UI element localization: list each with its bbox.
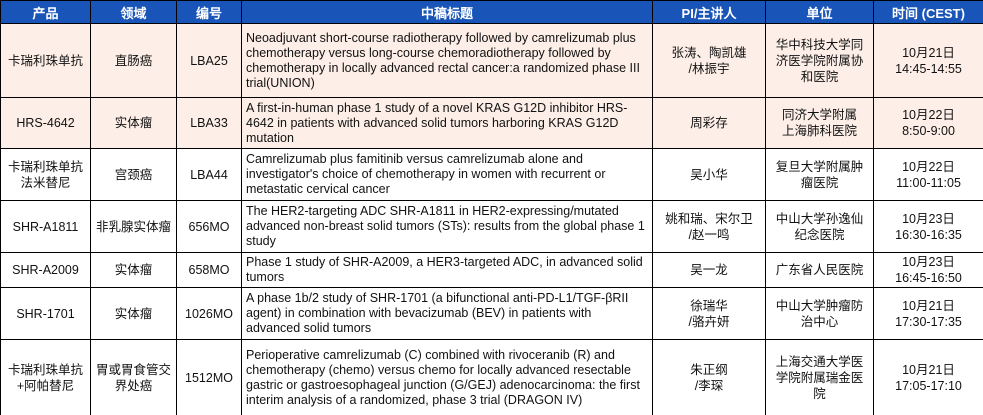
table-row: 卡瑞利珠单抗 +阿帕替尼 胃或胃食管交 界处癌 1512MO Periopera… [0, 339, 983, 415]
cell-time: 10月23日 16:30-16:35 [873, 200, 983, 253]
cell-time: 10月21日 14:45-14:55 [873, 23, 983, 98]
cell-code: 1026MO [176, 287, 242, 340]
cell-field: 非乳腺实体瘤 [90, 200, 177, 253]
cell-field: 胃或胃食管交 界处癌 [90, 339, 177, 415]
cell-pi: 吴小华 [652, 148, 766, 201]
cell-time: 10月22日 8:50-9:00 [873, 97, 983, 149]
cell-time: 10月21日 17:05-17:10 [873, 339, 983, 415]
cell-pi: 姚和瑞、宋尔卫 /赵一鸣 [652, 200, 766, 253]
cell-title: Camrelizumab plus famitinib versus camre… [241, 148, 653, 201]
cell-code: 656MO [176, 200, 242, 253]
cell-org: 中山大学孙逸仙 纪念医院 [765, 200, 874, 253]
cell-pi: 张涛、陶凯雄 /林振宇 [652, 23, 766, 98]
cell-product: SHR-A2009 [0, 252, 91, 288]
cell-org: 中山大学肿瘤防 治中心 [765, 287, 874, 340]
table-row: SHR-A1811 非乳腺实体瘤 656MO The HER2-targetin… [0, 200, 983, 253]
cell-product: 卡瑞利珠单抗 [0, 23, 91, 98]
cell-org: 上海交通大学医 学院附属瑞金医 院 [765, 339, 874, 415]
cell-product: 卡瑞利珠单抗 +阿帕替尼 [0, 339, 91, 415]
table-row: 卡瑞利珠单抗 直肠癌 LBA25 Neoadjuvant short-cours… [0, 23, 983, 98]
cell-field: 实体瘤 [90, 97, 177, 149]
cell-code: 658MO [176, 252, 242, 288]
cell-time: 10月22日 11:00-11:05 [873, 148, 983, 201]
cell-title: A phase 1b/2 study of SHR-1701 (a bifunc… [241, 287, 653, 340]
cell-org: 广东省人民医院 [765, 252, 874, 288]
table-row: 卡瑞利珠单抗 法米替尼 宫颈癌 LBA44 Camrelizumab plus … [0, 148, 983, 201]
cell-product: SHR-1701 [0, 287, 91, 340]
column-header-field: 领域 [90, 0, 177, 24]
cell-org: 华中科技大学同 济医学院附属协 和医院 [765, 23, 874, 98]
cell-org: 同济大学附属 上海肺科医院 [765, 97, 874, 149]
cell-title: Neoadjuvant short-course radiotherapy fo… [241, 23, 653, 98]
cell-title: Perioperative camrelizumab (C) combined … [241, 339, 653, 415]
column-header-time: 时间 (CEST) [873, 0, 983, 24]
cell-product: 卡瑞利珠单抗 法米替尼 [0, 148, 91, 201]
cell-product: HRS-4642 [0, 97, 91, 149]
column-header-pi: PI/主讲人 [652, 0, 766, 24]
cell-field: 实体瘤 [90, 287, 177, 340]
cell-time: 10月23日 16:45-16:50 [873, 252, 983, 288]
column-header-org: 单位 [765, 0, 874, 24]
table-row: SHR-1701 实体瘤 1026MO A phase 1b/2 study o… [0, 287, 983, 340]
cell-title: The HER2-targeting ADC SHR-A1811 in HER2… [241, 200, 653, 253]
cell-org: 复旦大学附属肿 瘤医院 [765, 148, 874, 201]
cell-time: 10月21日 17:30-17:35 [873, 287, 983, 340]
cell-title: Phase 1 study of SHR-A2009, a HER3-targe… [241, 252, 653, 288]
cell-code: LBA44 [176, 148, 242, 201]
table-row: SHR-A2009 实体瘤 658MO Phase 1 study of SHR… [0, 252, 983, 288]
cell-product: SHR-A1811 [0, 200, 91, 253]
header-row: 产品 领域 编号 中稿标题 PI/主讲人 单位 时间 (CEST) [0, 0, 983, 24]
column-header-title: 中稿标题 [241, 0, 653, 24]
cell-title: A first-in-human phase 1 study of a nove… [241, 97, 653, 149]
cell-field: 直肠癌 [90, 23, 177, 98]
cell-pi: 周彩存 [652, 97, 766, 149]
cell-code: LBA25 [176, 23, 242, 98]
column-header-product: 产品 [0, 0, 91, 24]
cell-field: 实体瘤 [90, 252, 177, 288]
cell-code: LBA33 [176, 97, 242, 149]
cell-pi: 朱正纲 /李琛 [652, 339, 766, 415]
column-header-code: 编号 [176, 0, 242, 24]
cell-code: 1512MO [176, 339, 242, 415]
cell-pi: 吴一龙 [652, 252, 766, 288]
table-row: HRS-4642 实体瘤 LBA33 A first-in-human phas… [0, 97, 983, 149]
cell-field: 宫颈癌 [90, 148, 177, 201]
cell-pi: 徐瑞华 /骆卉妍 [652, 287, 766, 340]
